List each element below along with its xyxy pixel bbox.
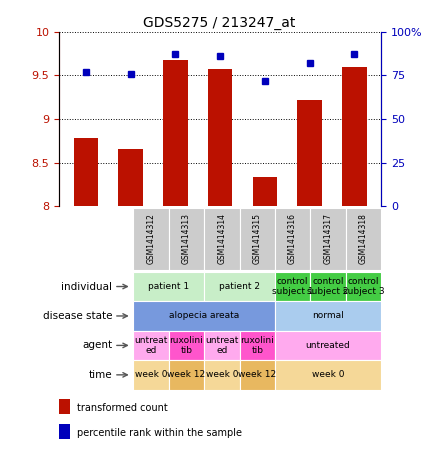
Text: week 0: week 0 [135,371,167,379]
Bar [204,331,240,360]
Text: control
subject 1: control subject 1 [272,277,314,296]
Bar [346,272,381,301]
Text: percentile rank within the sample: percentile rank within the sample [77,428,242,438]
Bar [134,208,169,270]
Bar [204,272,275,301]
Text: week 0: week 0 [312,371,344,379]
Text: GSM1414314: GSM1414314 [217,213,226,265]
Bar [240,208,275,270]
Text: week 0: week 0 [205,371,238,379]
Text: ruxolini
tib: ruxolini tib [240,336,274,355]
Bar [134,301,275,331]
Bar [275,331,381,360]
Text: agent: agent [82,340,112,351]
Bar [134,331,169,360]
Bar [204,360,240,390]
Text: normal: normal [312,312,344,320]
Bar [134,272,204,301]
Text: alopecia areata: alopecia areata [169,312,239,320]
Text: GSM1414317: GSM1414317 [324,213,332,265]
Text: week 12: week 12 [238,371,276,379]
Text: GSM1414313: GSM1414313 [182,213,191,265]
Text: disease state: disease state [42,311,112,321]
Bar [275,208,310,270]
Bar [342,67,367,206]
Text: ruxolini
tib: ruxolini tib [170,336,203,355]
Text: transformed count: transformed count [77,403,168,413]
Bar [59,424,71,439]
Text: GSM1414318: GSM1414318 [359,213,368,265]
Text: individual: individual [61,281,112,292]
Bar [204,208,240,270]
Text: control
subject 3: control subject 3 [343,277,384,296]
Bar [169,331,204,360]
Bar [275,272,310,301]
Bar [297,100,322,206]
Bar [346,208,381,270]
Text: patient 1: patient 1 [148,282,189,291]
Bar [163,60,187,206]
Bar [253,177,277,206]
Bar [118,149,143,206]
Text: patient 2: patient 2 [219,282,260,291]
Text: GSM1414315: GSM1414315 [253,213,262,265]
Text: untreat
ed: untreat ed [134,336,168,355]
Bar [74,138,98,206]
Bar [275,301,381,331]
Text: GSM1414316: GSM1414316 [288,213,297,265]
Text: GDS5275 / 213247_at: GDS5275 / 213247_at [143,16,295,30]
Bar [275,360,381,390]
Text: week 12: week 12 [167,371,205,379]
Bar [240,331,275,360]
Bar [169,208,204,270]
Bar [169,360,204,390]
Bar [310,208,346,270]
Bar [240,360,275,390]
Text: GSM1414312: GSM1414312 [147,213,155,265]
Text: untreated: untreated [306,341,350,350]
Bar [59,399,71,414]
Text: control
subject 2: control subject 2 [307,277,349,296]
Text: time: time [88,370,112,380]
Bar [310,272,346,301]
Bar [134,360,169,390]
Text: untreat
ed: untreat ed [205,336,239,355]
Bar [208,69,233,206]
